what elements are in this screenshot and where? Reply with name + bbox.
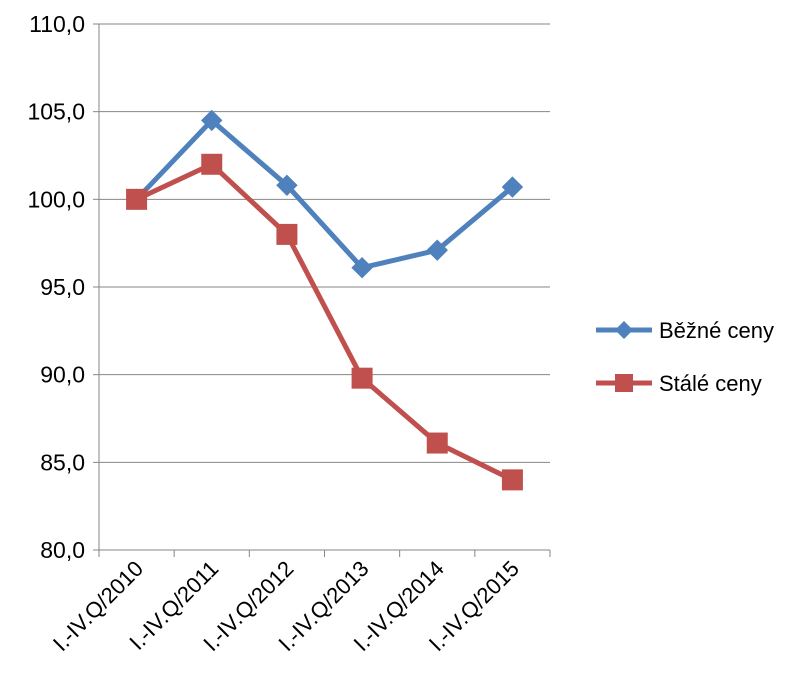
legend-label-2: Stálé ceny <box>659 371 762 396</box>
data-point-diamond <box>276 174 298 197</box>
data-point-square <box>351 367 373 389</box>
gridlines <box>99 23 550 463</box>
data-point-square <box>426 432 448 454</box>
legend-marker-square <box>615 374 633 392</box>
legend-marker-diamond <box>615 321 633 339</box>
axes: 80,085,090,095,0100,0105,0110,0I.-IV.Q/2… <box>27 11 551 656</box>
data-point-diamond <box>351 257 373 279</box>
data-point-square <box>501 469 523 491</box>
data-point-square <box>126 188 148 210</box>
y-tick-label: 95,0 <box>40 274 85 300</box>
data-point-square <box>276 223 298 245</box>
y-tick-label: 85,0 <box>40 449 85 475</box>
series-line-1 <box>134 117 515 271</box>
data-point-diamond <box>201 109 223 132</box>
y-tick-label: 80,0 <box>40 537 85 563</box>
data-point-diamond <box>501 176 524 198</box>
data-point-square <box>201 153 223 175</box>
y-tick-label: 100,0 <box>27 186 85 212</box>
y-tick-label: 105,0 <box>27 99 85 125</box>
series-lines <box>125 109 524 491</box>
legend: Běžné ceny Stálé ceny <box>596 318 774 396</box>
series-line-2 <box>135 161 514 483</box>
data-point-diamond <box>426 239 448 261</box>
y-tick-label: 110,0 <box>29 11 85 37</box>
legend-label-1: Běžné ceny <box>659 318 774 343</box>
y-tick-label: 90,0 <box>40 362 85 388</box>
